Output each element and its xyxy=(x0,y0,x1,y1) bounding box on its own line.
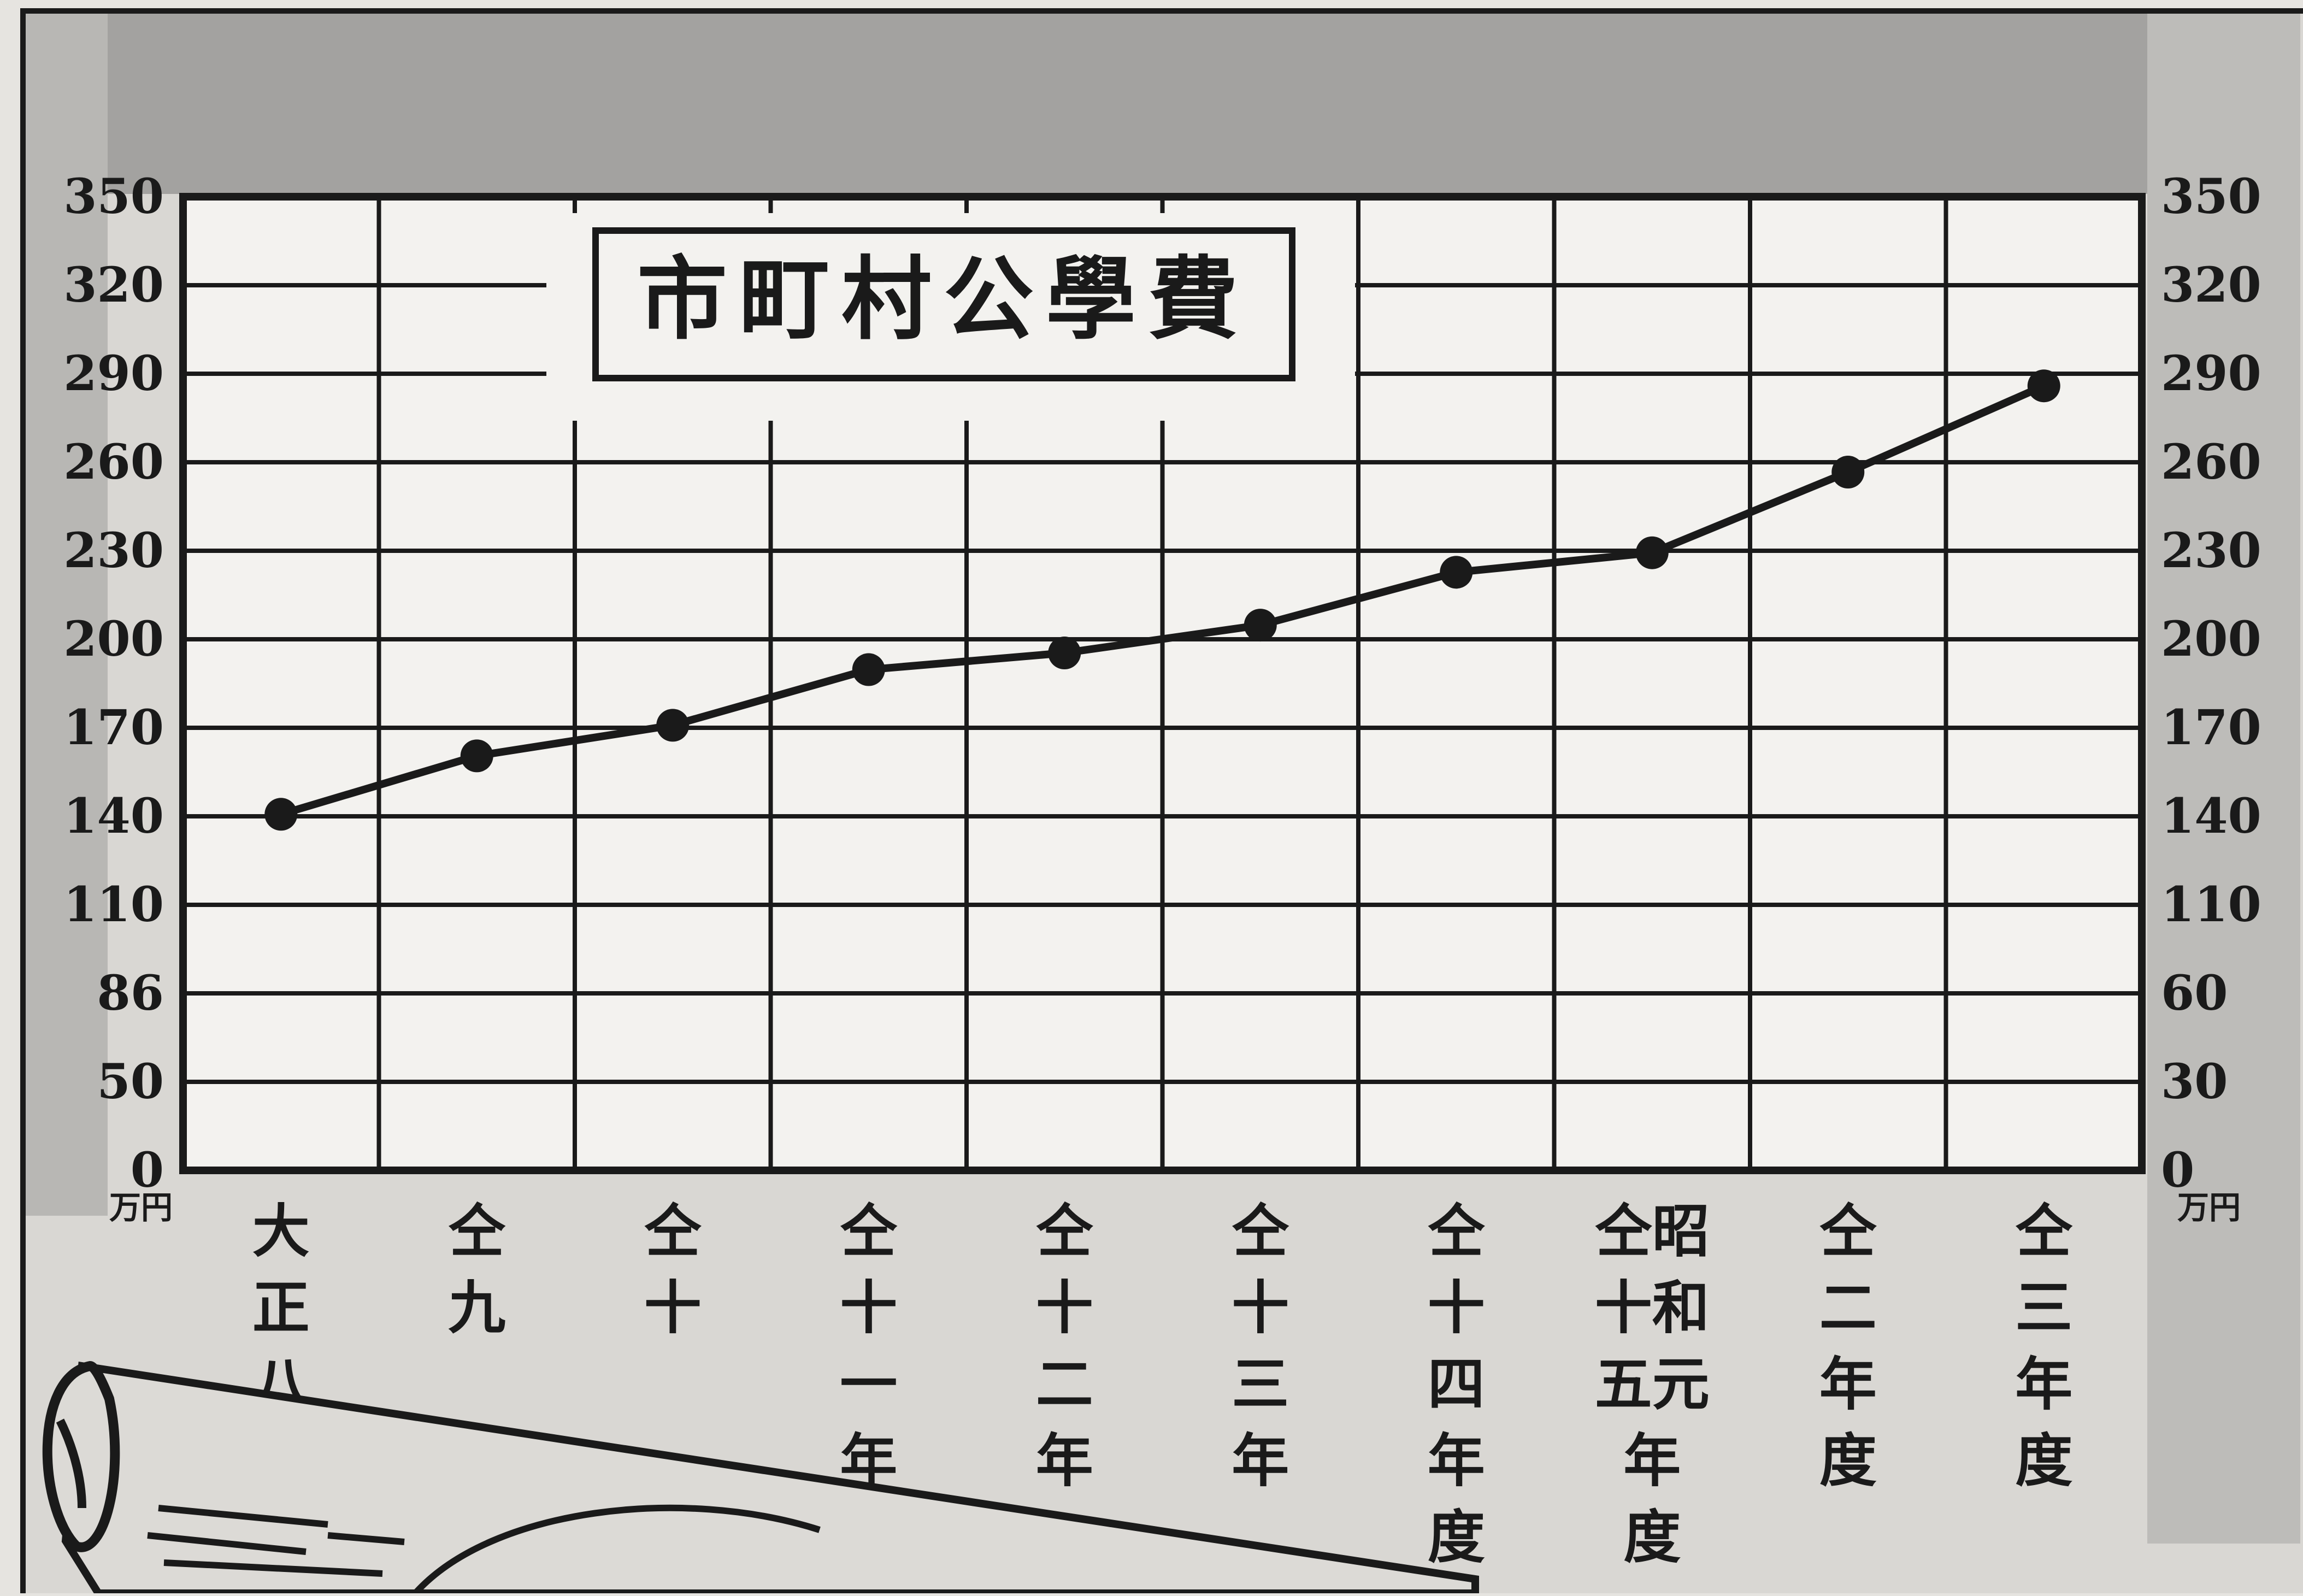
scroll-roll xyxy=(42,1361,120,1552)
x-tick-label-char: 仝 xyxy=(448,1197,506,1265)
y-tick-label-left: 320 xyxy=(63,256,164,313)
x-tick-label-char: 大 xyxy=(252,1197,310,1265)
x-tick-label-char: 年 xyxy=(1036,1427,1093,1494)
x-tick-label-char: 仝 xyxy=(2015,1197,2073,1265)
x-tick-label-char: 十 xyxy=(1036,1274,1093,1341)
x-tick-label-char: 年 xyxy=(1819,1350,1877,1418)
x-tick-label-char: 二 xyxy=(1819,1274,1877,1341)
data-point xyxy=(264,798,298,831)
x-tick-label-char: 四 xyxy=(1428,1350,1485,1418)
y-tick-label-left: 260 xyxy=(63,433,164,490)
y-tick-label-left: 0 xyxy=(131,1141,164,1198)
x-tick-label-char: 仝昭 xyxy=(1595,1197,1710,1265)
x-tick-label-char: 十 xyxy=(644,1274,702,1341)
x-tick-label-char: 度 xyxy=(2015,1427,2072,1494)
y-tick-label-left: 50 xyxy=(97,1053,164,1110)
y-axis-left: 0 50 86 110 140 170 200 230 260 290 320 350 xyxy=(63,168,164,1198)
x-tick-label-char: 仝 xyxy=(840,1197,898,1265)
y-tick-label-right: 0 xyxy=(2161,1141,2194,1198)
x-tick-label-char: 正 xyxy=(252,1274,310,1341)
x-tick-label-char: 仝 xyxy=(1036,1197,1094,1265)
y-tick-label-left: 290 xyxy=(63,345,164,402)
y-tick-label-right: 60 xyxy=(2161,964,2228,1021)
top-shadow-band xyxy=(26,14,2299,194)
y-tick-label-left: 140 xyxy=(63,787,164,844)
y-tick-label-right: 290 xyxy=(2161,345,2261,402)
unit-label-right: 万円 xyxy=(2177,1189,2241,1226)
y-tick-label-right: 260 xyxy=(2161,433,2261,490)
data-point xyxy=(1244,609,1277,642)
scroll-text-line xyxy=(158,1505,328,1528)
data-point xyxy=(1048,636,1081,669)
data-point xyxy=(1831,456,1865,489)
y-tick-label-right: 350 xyxy=(2161,168,2261,225)
scroll-curl xyxy=(56,1418,86,1509)
x-tick-label-char: 十和 xyxy=(1595,1274,1710,1341)
y-tick-label-right: 320 xyxy=(2161,256,2261,313)
data-point xyxy=(1440,556,1473,589)
x-tick-label-char: 仝 xyxy=(1232,1197,1289,1265)
y-tick-label-left: 86 xyxy=(97,964,164,1021)
x-tick-label-char: 年 xyxy=(2015,1350,2072,1418)
data-point xyxy=(2027,369,2060,403)
data-point xyxy=(1635,536,1669,569)
title-box xyxy=(592,227,1295,381)
x-tick-label: 仝九 xyxy=(448,1197,506,1341)
y-tick-label-right: 30 xyxy=(2161,1053,2228,1110)
x-tick-label-char: 仝 xyxy=(1428,1197,1486,1265)
x-tick-label-char: 十 xyxy=(840,1274,897,1341)
x-tick-label-char: 一 xyxy=(840,1350,897,1418)
scroll-arc xyxy=(413,1504,821,1596)
x-tick-label: 仝十 xyxy=(644,1197,702,1341)
y-tick-label-right: 110 xyxy=(2161,876,2261,933)
series-line-group xyxy=(264,369,2060,831)
right-shadow-band xyxy=(2147,14,2300,1544)
data-point xyxy=(656,709,690,742)
x-tick-label-char: 度 xyxy=(1819,1427,1877,1494)
x-tick-label-char: 度 xyxy=(1623,1503,1681,1571)
y-tick-label-right: 140 xyxy=(2161,787,2261,844)
x-tick-label: 大正八 xyxy=(252,1197,310,1418)
x-tick-label-char: 二 xyxy=(1036,1350,1093,1418)
unit-label-left: 万円 xyxy=(109,1189,173,1226)
y-tick-label-left: 200 xyxy=(63,610,164,667)
y-tick-label-left: 230 xyxy=(63,522,164,579)
y-tick-label-right: 230 xyxy=(2161,522,2261,579)
scroll-text-line xyxy=(163,1559,383,1577)
y-tick-label-right: 170 xyxy=(2161,699,2261,756)
x-tick-label-char: 度 xyxy=(1428,1503,1485,1571)
y-tick-label-left: 110 xyxy=(63,876,164,933)
y-tick-label-left: 350 xyxy=(63,168,164,225)
x-tick-label-char: 十 xyxy=(1232,1274,1289,1341)
x-tick-label-char: 年 xyxy=(1428,1427,1485,1494)
x-tick-label-char: 年 xyxy=(1232,1427,1289,1494)
scroll-text-line xyxy=(327,1532,405,1545)
y-tick-label-left: 170 xyxy=(63,699,164,756)
data-point xyxy=(852,653,885,686)
chart-title: 市町村公學費 xyxy=(637,246,1250,352)
x-tick-label-char: 仝 xyxy=(1819,1197,1877,1265)
x-tick-label-char: 九 xyxy=(448,1274,505,1341)
x-tick-label-char: 五元 xyxy=(1595,1350,1710,1418)
x-tick-label-char: 仝 xyxy=(644,1197,702,1265)
x-tick-label-char: 年 xyxy=(1623,1427,1681,1494)
x-tick-label-char: 三 xyxy=(2015,1274,2072,1341)
x-tick-label-char: 三 xyxy=(1232,1350,1289,1418)
x-tick-label-char: 十 xyxy=(1428,1274,1485,1341)
grid xyxy=(183,195,2142,1170)
y-axis-right: 0 30 60 110 140 170 200 230 260 290 320 350 xyxy=(2161,168,2261,1198)
scroll-text-line xyxy=(147,1532,307,1555)
data-point xyxy=(460,739,493,773)
series-line xyxy=(280,382,2046,818)
left-shadow-band xyxy=(26,14,108,1216)
y-tick-label-right: 200 xyxy=(2161,610,2261,667)
